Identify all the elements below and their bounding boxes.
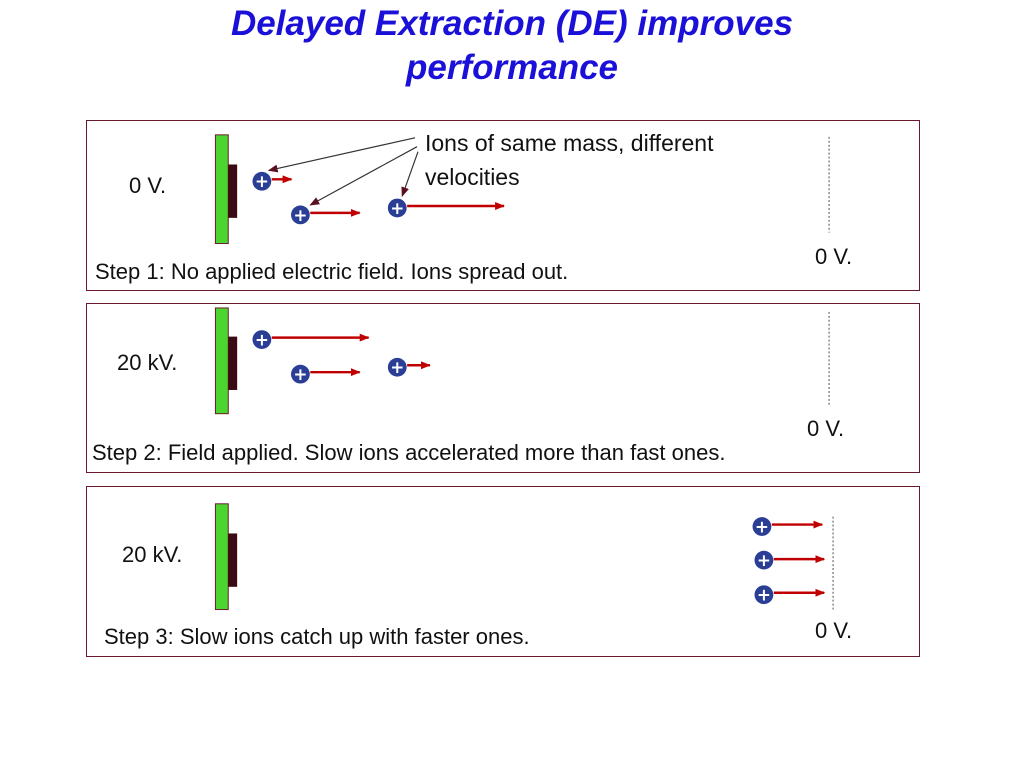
ion-2: + — [754, 550, 774, 570]
ion-symbol: + — [755, 516, 769, 536]
step-2-panel: + + + 20 kV. 0 V. Step 2: Field applied.… — [86, 303, 920, 473]
annotation-pointer — [267, 137, 416, 173]
left-voltage-label: 0 V. — [129, 173, 167, 198]
step-1-panel: + + + 0 V. 0 V. Ions of same mass, diffe… — [86, 120, 920, 291]
ion-symbol: + — [390, 198, 404, 218]
ion-1: + — [252, 171, 272, 191]
ion-symbol: + — [255, 330, 269, 350]
ion-symbol: + — [757, 550, 771, 570]
ion-1: + — [752, 516, 772, 536]
annotation-pointer — [401, 151, 419, 198]
title-line-2: performance — [405, 48, 619, 87]
step-1-diagram: + + + — [214, 134, 830, 245]
title-line-1: Delayed Extraction (DE) improves — [230, 4, 794, 43]
ion-3: + — [754, 585, 774, 605]
sample-electrode — [228, 336, 238, 390]
extraction-plate — [214, 134, 229, 245]
left-voltage-label: 20 kV. — [122, 542, 183, 567]
step-caption: Step 1: No applied electric field. Ions … — [95, 259, 569, 284]
step-3-panel: + + + 20 kV. 0 V. Step 3: Slow ions catc… — [86, 486, 920, 657]
right-voltage-label: 0 V. — [815, 618, 853, 643]
ion-3: + — [387, 357, 407, 377]
ion-2: + — [291, 364, 310, 384]
ion-2: + — [291, 205, 310, 225]
ion-symbol: + — [390, 357, 404, 377]
ion-1: + — [252, 330, 272, 350]
ion-symbol: + — [255, 171, 269, 191]
ion-annotation: Ions of same mass, different velocities — [425, 130, 714, 190]
sample-electrode — [228, 533, 238, 587]
slide-title: Delayed Extraction (DE) improves perform… — [0, 2, 1024, 90]
step-caption: Step 3: Slow ions catch up with faster o… — [104, 624, 530, 649]
step-2-diagram: + + + — [214, 307, 830, 415]
right-voltage-label: 0 V. — [807, 416, 845, 441]
right-voltage-label: 0 V. — [815, 244, 853, 269]
annotation-pointer — [309, 146, 418, 206]
extraction-plate — [214, 307, 229, 415]
extraction-plate — [214, 503, 229, 611]
ion-symbol: + — [757, 585, 771, 605]
ion-symbol: + — [293, 364, 307, 384]
ion-3: + — [387, 198, 407, 218]
step-caption: Step 2: Field applied. Slow ions acceler… — [92, 440, 726, 465]
left-voltage-label: 20 kV. — [117, 350, 178, 375]
step-3-diagram: + + + — [214, 503, 834, 612]
sample-electrode — [228, 164, 238, 218]
ion-symbol: + — [293, 205, 307, 225]
